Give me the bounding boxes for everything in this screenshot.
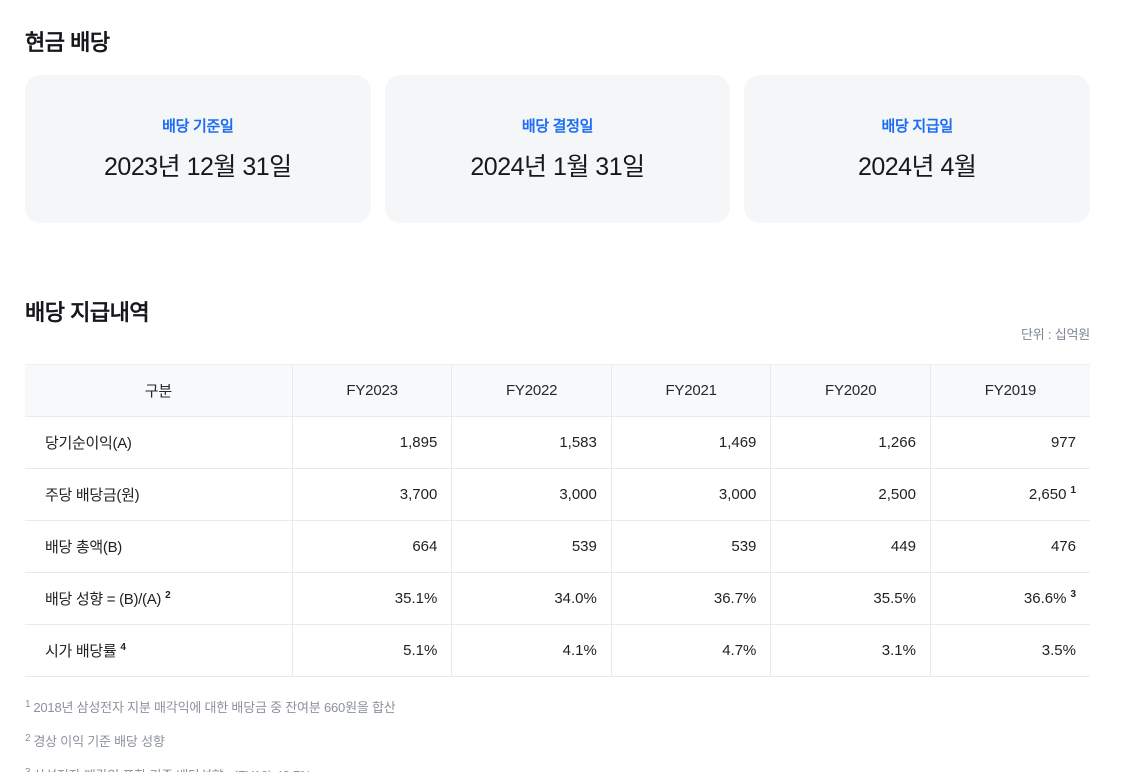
footnote-text: 경상 이익 기준 배당 성향: [33, 734, 165, 750]
dividend-date-cards: 배당 기준일 2023년 12월 31일 배당 결정일 2024년 1월 31일…: [25, 74, 1091, 223]
table-row-dividend-yield: 시가 배당률 4 5.1% 4.1% 4.7% 3.1% 3.5%: [25, 624, 1090, 678]
table-cell: 2,500: [770, 468, 931, 522]
page-title: 현금 배당: [25, 29, 110, 55]
footnote-text: 2018년 삼성전자 지분 매각익에 대한 배당금 중 잔여분 660원을 합산: [33, 700, 396, 716]
footnote-marker: 2: [25, 732, 31, 744]
row-label: 주당 배당금(원): [25, 468, 293, 522]
table-cell: 476: [929, 520, 1090, 574]
footnote-marker: 3: [25, 767, 31, 772]
card-label: 배당 지급일: [881, 117, 953, 135]
card-value: 2023년 12월 31일: [104, 152, 292, 181]
table-cell: 3.5%: [929, 624, 1090, 678]
table-cell: 35.5%: [770, 572, 931, 626]
header-cell-fy2021: FY2021: [610, 364, 771, 418]
table-cell: 1,895: [291, 416, 452, 470]
table-row-dividend-per-share: 주당 배당금(원) 3,700 3,000 3,000 2,500 2,650 1: [25, 468, 1090, 522]
table-cell: 1,469: [610, 416, 771, 470]
table-cell: 1,266: [770, 416, 931, 470]
footnote-1: 1 2018년 삼성전자 지분 매각익에 대한 배당금 중 잔여분 660원을 합…: [25, 698, 1090, 716]
row-label: 배당 성향 = (B)/(A) 2: [25, 572, 293, 626]
table-cell: 1,583: [451, 416, 612, 470]
header-cell-fy2022: FY2022: [451, 364, 612, 418]
footnote-marker: 1: [25, 698, 31, 710]
card-payment-date: 배당 지급일 2024년 4월: [744, 74, 1091, 223]
card-value: 2024년 1월 31일: [470, 152, 645, 181]
card-record-date: 배당 기준일 2023년 12월 31일: [25, 74, 371, 223]
table-cell: 3,000: [610, 468, 771, 522]
footnotes: 1 2018년 삼성전자 지분 매각익에 대한 배당금 중 잔여분 660원을 합…: [25, 698, 1090, 772]
footnote-ref: 2: [165, 590, 171, 602]
card-value: 2024년 4월: [857, 152, 977, 181]
unit-label: 단위 : 십억원: [1020, 327, 1090, 343]
table-cell: 539: [451, 520, 612, 574]
table-cell: 3,700: [291, 468, 452, 522]
table-row-payout-ratio: 배당 성향 = (B)/(A) 2 35.1% 34.0% 36.7% 35.5%…: [25, 572, 1090, 626]
footnote-ref: 1: [1070, 485, 1076, 497]
footnote-2: 2 경상 이익 기준 배당 성향: [25, 732, 1090, 750]
header-cell-category: 구분: [25, 364, 293, 418]
table-cell: 3,000: [451, 468, 612, 522]
row-label: 당기순이익(A): [25, 416, 293, 470]
table-row-total-dividend: 배당 총액(B) 664 539 539 449 476: [25, 520, 1090, 574]
table-cell: 664: [291, 520, 452, 574]
card-label: 배당 결정일: [521, 117, 594, 135]
row-label: 시가 배당률 4: [25, 624, 293, 678]
table-cell: 5.1%: [291, 624, 452, 678]
table-cell: 4.7%: [610, 624, 771, 678]
table-cell: 34.0%: [451, 572, 612, 626]
table-cell: 977: [929, 416, 1090, 470]
table-row-net-income: 당기순이익(A) 1,895 1,583 1,469 1,266 977: [25, 416, 1090, 470]
table-cell: 36.6% 3: [929, 572, 1090, 626]
table-cell: 3.1%: [770, 624, 931, 678]
table-cell: 2,650 1: [929, 468, 1090, 522]
header-cell-fy2023: FY2023: [291, 364, 452, 418]
table-cell: 539: [610, 520, 771, 574]
header-cell-fy2020: FY2020: [770, 364, 931, 418]
footnote-ref: 4: [120, 642, 126, 654]
section-title: 배당 지급내역: [25, 299, 150, 325]
header-cell-fy2019: FY2019: [929, 364, 1090, 418]
row-label: 배당 총액(B): [25, 520, 293, 574]
table-cell: 36.7%: [610, 572, 771, 626]
footnote-ref: 3: [1070, 589, 1076, 601]
table-cell: 449: [770, 520, 931, 574]
table-cell: 35.1%: [291, 572, 452, 626]
dividend-table: 구분 FY2023 FY2022 FY2021 FY2020 FY2019 당기…: [25, 364, 1090, 678]
payment-history-header: 배당 지급내역 단위 : 십억원: [25, 281, 1090, 346]
card-label: 배당 기준일: [162, 117, 234, 135]
table-header-row: 구분 FY2023 FY2022 FY2021 FY2020 FY2019: [25, 364, 1090, 418]
card-decision-date: 배당 결정일 2024년 1월 31일: [384, 74, 731, 223]
table-cell: 4.1%: [451, 624, 612, 678]
